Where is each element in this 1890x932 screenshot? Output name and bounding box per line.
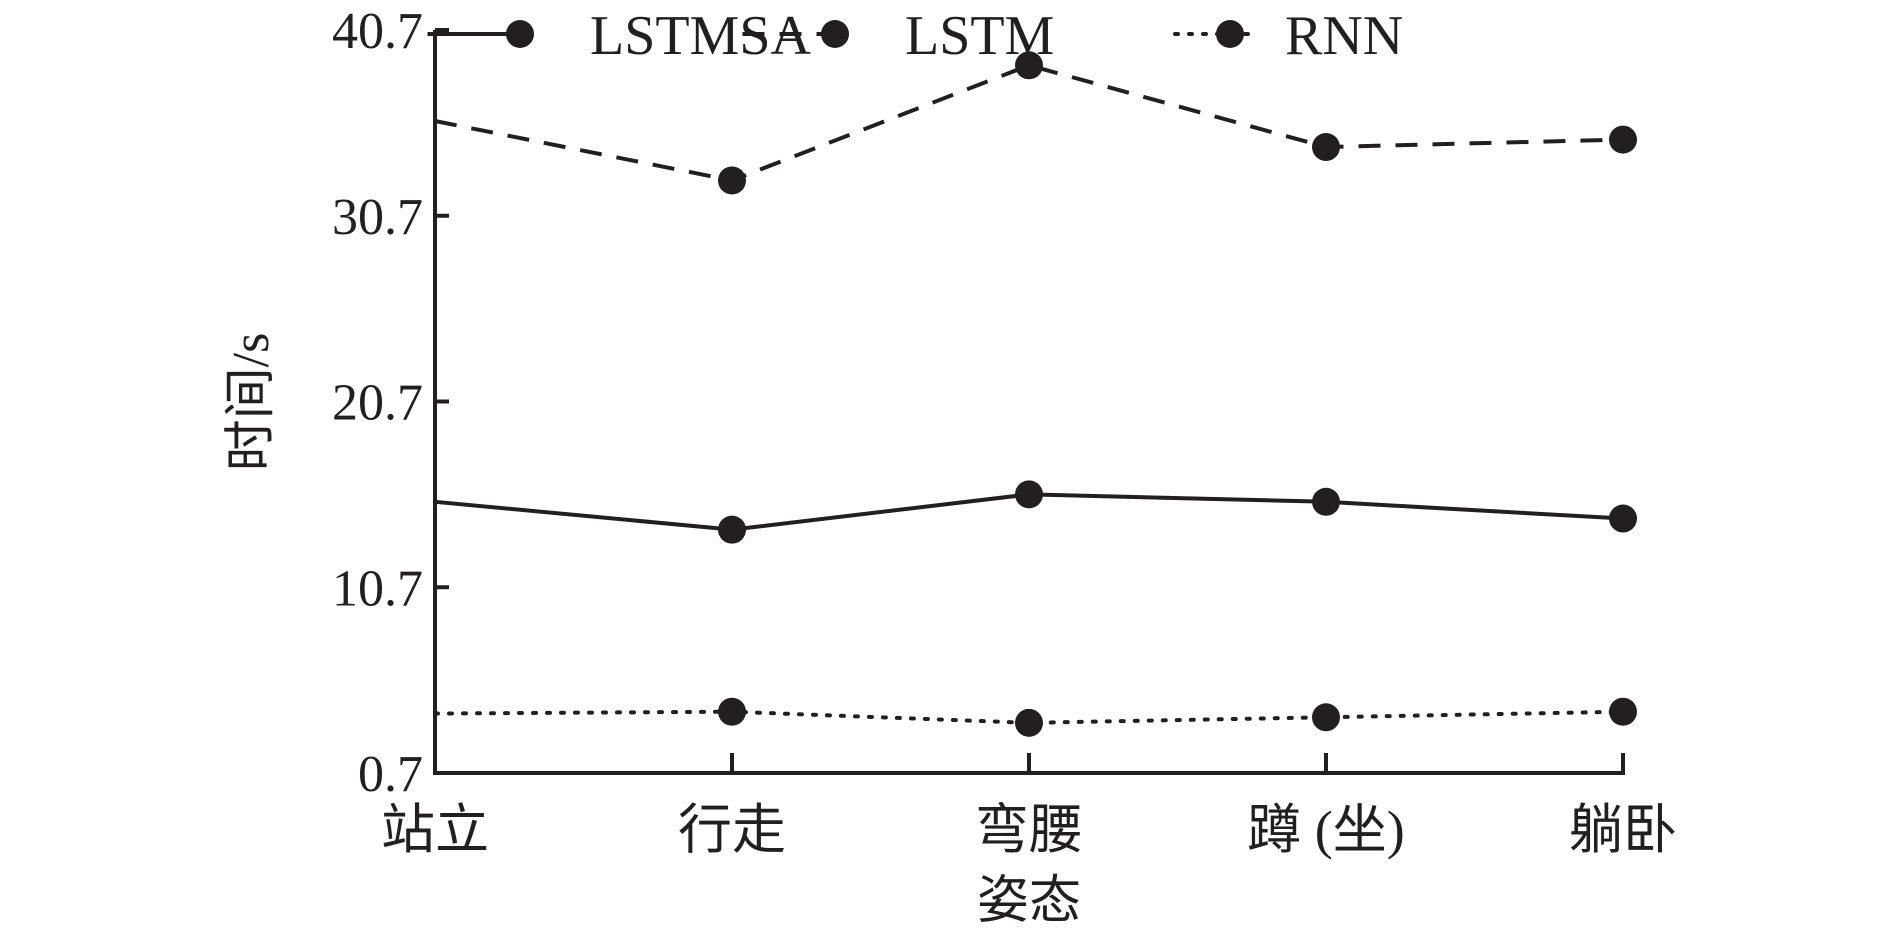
data-point-lstmsa	[1312, 487, 1340, 516]
data-point-rnn	[1609, 697, 1637, 726]
data-point-lstm	[1015, 51, 1043, 80]
data-point-rnn	[1312, 703, 1340, 732]
legend-marker-lstm	[821, 20, 849, 48]
legend-marker-lstmsa	[506, 20, 534, 48]
data-point-lstmsa	[1015, 480, 1043, 509]
y-axis-title: 时间/s	[223, 333, 280, 472]
y-tick-label: 20.7	[332, 375, 423, 432]
data-point-rnn	[718, 697, 746, 726]
y-tick-label: 40.7	[332, 3, 423, 60]
x-tick-label: 站立	[381, 800, 489, 860]
x-tick-label: 弯腰	[975, 800, 1083, 860]
series-line-rnn	[433, 709, 1625, 725]
legend-label-lstmsa: LSTMSA	[590, 5, 811, 67]
y-tick-label: 0.7	[358, 746, 423, 803]
data-point-lstm	[1609, 125, 1637, 154]
x-axis-title: 姿态	[977, 873, 1081, 930]
x-tick-label: 行走	[678, 800, 786, 860]
data-point-lstm	[1312, 133, 1340, 162]
data-point-rnn	[1015, 708, 1043, 737]
data-point-lstmsa	[1609, 504, 1637, 533]
y-tick-label: 10.7	[332, 560, 423, 617]
legend-label-lstm: LSTM	[905, 5, 1054, 67]
y-tick-label: 30.7	[332, 189, 423, 246]
x-tick-label: 蹲 (坐)	[1247, 800, 1404, 860]
legend-marker-rnn	[1216, 20, 1244, 48]
series-line-lstm	[434, 63, 1624, 183]
data-point-lstm	[718, 166, 746, 195]
data-point-lstmsa	[718, 515, 746, 544]
legend-label-rnn: RNN	[1285, 5, 1403, 67]
x-tick-label: 躺卧	[1569, 800, 1677, 860]
